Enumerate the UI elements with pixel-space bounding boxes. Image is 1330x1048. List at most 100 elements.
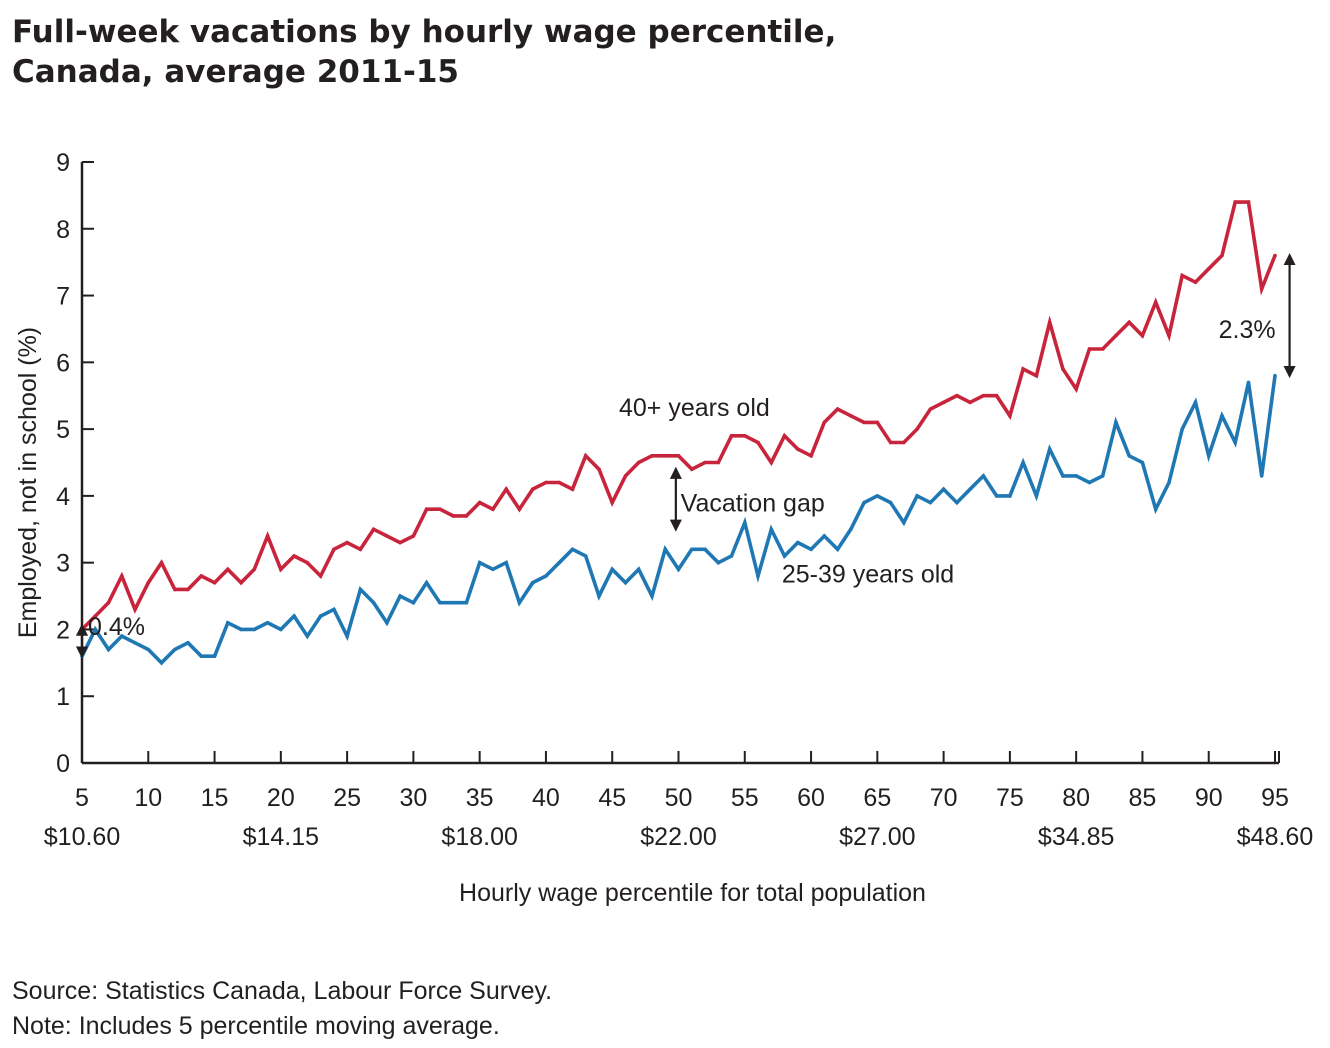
wage-tick-label: $27.00 xyxy=(839,823,915,851)
data-point xyxy=(1220,253,1224,258)
data-point xyxy=(915,494,919,498)
data-point xyxy=(1008,414,1012,418)
annotations: 40+ years old 25-39 years old Vacation gap… xyxy=(75,253,1296,659)
data-point xyxy=(955,393,959,398)
y-axis-title: Employed, not in school (%) xyxy=(14,327,42,638)
data-point xyxy=(1074,387,1078,391)
data-point xyxy=(729,434,734,438)
data-point xyxy=(424,507,429,512)
data-point xyxy=(1140,460,1145,465)
data-point xyxy=(93,627,98,632)
data-point xyxy=(120,634,124,638)
data-point xyxy=(849,414,853,418)
y-tick-label: 4 xyxy=(56,483,70,511)
x-tick-label: 55 xyxy=(731,784,759,812)
x-tick-label: 40 xyxy=(532,784,560,812)
data-point xyxy=(226,567,230,572)
data-point xyxy=(875,494,880,498)
data-point xyxy=(358,547,363,552)
data-point xyxy=(1100,347,1105,351)
data-point xyxy=(199,654,204,658)
data-point xyxy=(1127,454,1131,458)
data-point xyxy=(1087,480,1092,485)
y-tick-label: 9 xyxy=(56,149,70,177)
data-point xyxy=(782,554,787,558)
data-point xyxy=(703,460,707,465)
data-point xyxy=(1206,267,1211,271)
data-point xyxy=(226,621,230,625)
series-label: 40+ years old xyxy=(619,394,770,422)
data-point xyxy=(332,607,336,612)
x-tick-label: 30 xyxy=(399,784,427,812)
data-point xyxy=(385,621,389,625)
data-point xyxy=(676,454,681,458)
wage-tick-label: $48.60 xyxy=(1237,823,1313,851)
data-point xyxy=(743,434,747,438)
data-point xyxy=(305,560,310,565)
data-point xyxy=(994,494,999,498)
chart-title: Full-week vacations by hourly wage perce… xyxy=(12,12,836,92)
data-point xyxy=(703,547,707,552)
data-point xyxy=(968,487,972,492)
y-tick-label: 3 xyxy=(56,550,70,578)
data-point xyxy=(756,574,760,578)
data-point xyxy=(1034,373,1039,378)
data-point xyxy=(265,621,270,625)
data-point xyxy=(1180,273,1184,278)
data-point xyxy=(941,400,946,405)
data-point xyxy=(451,600,456,605)
gap-label: 2.3% xyxy=(1219,316,1276,344)
data-point xyxy=(888,440,893,445)
data-point xyxy=(477,500,482,505)
data-point xyxy=(517,600,522,605)
data-point xyxy=(1153,507,1158,512)
data-point xyxy=(186,587,190,592)
data-point xyxy=(1074,474,1078,478)
data-point xyxy=(782,434,787,438)
data-point xyxy=(424,580,429,585)
data-point xyxy=(994,393,999,398)
data-point xyxy=(663,547,667,552)
x-tick-label: 75 xyxy=(996,784,1024,812)
x-tick-label: 15 xyxy=(201,784,229,812)
data-point xyxy=(796,540,800,545)
data-point xyxy=(1273,253,1277,258)
y-tick-label: 0 xyxy=(56,750,70,778)
data-point xyxy=(93,614,98,618)
data-point xyxy=(716,460,721,465)
data-point xyxy=(186,641,190,645)
data-point xyxy=(239,627,243,632)
y-tick-label: 5 xyxy=(56,416,70,444)
data-point xyxy=(385,534,389,538)
wage-tick-label: $22.00 xyxy=(640,823,716,851)
data-point xyxy=(133,641,137,645)
data-point xyxy=(570,487,575,492)
data-point xyxy=(173,587,177,592)
data-point xyxy=(1127,320,1131,325)
data-point xyxy=(491,567,495,572)
data-point xyxy=(398,594,402,598)
data-point xyxy=(690,547,694,552)
data-point xyxy=(902,520,906,525)
data-point xyxy=(1047,447,1052,451)
data-point xyxy=(345,634,349,638)
data-point xyxy=(371,527,376,532)
x-tick-label: 45 xyxy=(598,784,626,812)
data-point xyxy=(146,647,151,652)
data-point xyxy=(1206,454,1211,458)
data-point xyxy=(173,647,177,652)
data-point xyxy=(570,547,575,552)
data-point xyxy=(809,547,813,552)
data-point xyxy=(1167,333,1171,338)
data-point xyxy=(743,520,747,525)
data-point xyxy=(464,514,469,518)
data-point xyxy=(1140,333,1145,338)
data-point xyxy=(583,554,588,558)
data-point xyxy=(610,500,614,505)
x-tick-label: 35 xyxy=(466,784,494,812)
data-point xyxy=(902,440,906,445)
data-point xyxy=(1193,400,1198,405)
x-tick-label: 25 xyxy=(333,784,361,812)
series-label: 25-39 years old xyxy=(782,561,954,589)
